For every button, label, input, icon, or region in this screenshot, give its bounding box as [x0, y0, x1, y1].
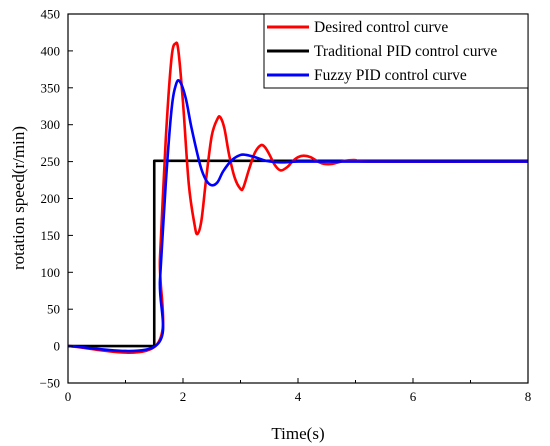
- x-tick-label: 8: [525, 389, 532, 404]
- legend-label-desired: Desired control curve: [314, 19, 448, 36]
- x-tick-label: 4: [295, 389, 302, 404]
- series-layer: [68, 41, 528, 354]
- legend-label-fuzzy: Fuzzy PID control curve: [314, 67, 467, 84]
- x-axis-title: Time(s): [271, 424, 324, 443]
- y-tick-label: 50: [47, 302, 60, 317]
- y-tick-label: 450: [41, 7, 61, 22]
- legend-label-traditional: Traditional PID control curve: [314, 43, 497, 60]
- x-tick-label: 6: [410, 389, 417, 404]
- y-tick-label: 250: [41, 154, 61, 169]
- series-line-traditional-pid-control-curve: [68, 159, 528, 348]
- x-tick-label: 0: [65, 389, 72, 404]
- series-line-fuzzy-pid-control-curve: [68, 78, 528, 353]
- y-tick-label: −50: [40, 376, 60, 391]
- y-tick-label: 200: [41, 191, 61, 206]
- ticks-layer: 0 2 4 6 8 −50 0 50 100 150 200 250 300 350 400 450: [40, 7, 532, 405]
- y-tick-label: 0: [54, 339, 61, 354]
- y-tick-label: 350: [41, 80, 61, 95]
- legend: Desired control curve Traditional PID co…: [263, 13, 529, 89]
- series-line-desired-control-curve: [68, 41, 528, 354]
- y-tick-label: 100: [41, 265, 61, 280]
- y-tick-label: 150: [41, 228, 61, 243]
- y-tick-label: 300: [41, 117, 61, 132]
- x-tick-label: 2: [180, 389, 187, 404]
- y-axis-title: rotation speed(r/min): [9, 126, 28, 270]
- y-tick-label: 400: [41, 43, 61, 58]
